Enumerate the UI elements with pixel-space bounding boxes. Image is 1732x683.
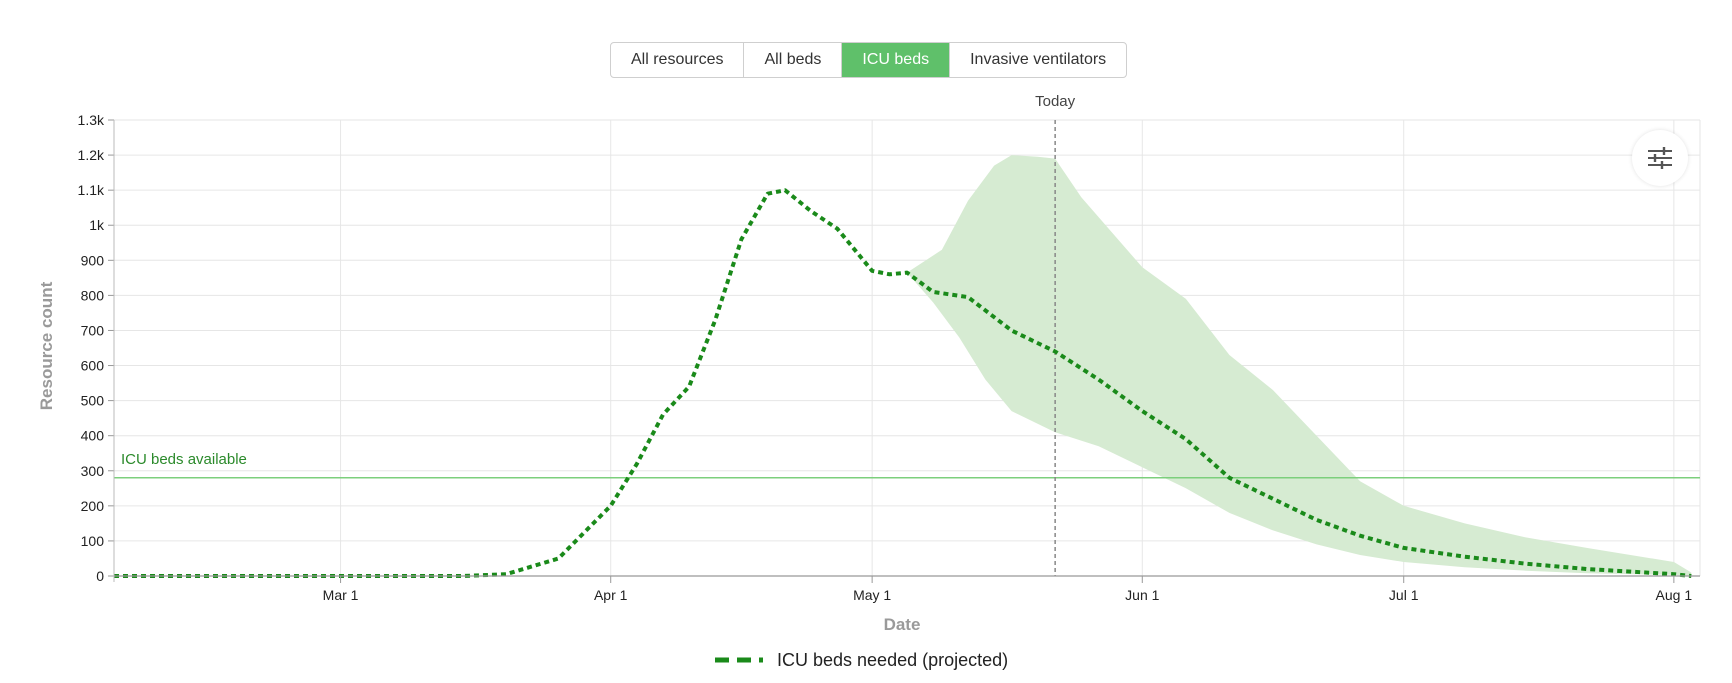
legend-label: ICU beds needed (projected) <box>777 649 1009 670</box>
axes <box>108 119 1700 583</box>
y-tick-label: 700 <box>81 322 105 338</box>
tab-all-resources[interactable]: All resources <box>611 43 745 77</box>
y-tick-label: 300 <box>81 463 105 479</box>
y-tick-label: 500 <box>81 393 105 409</box>
today-label: Today <box>1035 93 1076 110</box>
tab-icu-beds[interactable]: ICU beds <box>842 43 951 77</box>
resource-tabs: All resources All beds ICU beds Invasive… <box>610 42 1128 78</box>
x-tick-label: Jun 1 <box>1125 587 1159 603</box>
tab-invasive-ventilators[interactable]: Invasive ventilators <box>970 51 1107 68</box>
y-tick-label: 1.3k <box>78 112 105 128</box>
x-tick-label: Mar 1 <box>323 587 359 603</box>
capacity-label: ICU beds available <box>121 451 247 468</box>
x-tick-label: Jul 1 <box>1389 587 1419 603</box>
y-tick-label: 0 <box>96 568 104 584</box>
y-tick-label: 1.2k <box>78 147 105 163</box>
x-tick-label: Apr 1 <box>594 587 628 603</box>
y-tick-label: 800 <box>81 287 105 303</box>
y-tick-label: 600 <box>81 358 105 374</box>
chart-settings-button[interactable] <box>1632 130 1688 186</box>
sliders-icon <box>1648 147 1672 169</box>
tick-labels: 0 100 200 300 400 500 600 700 800 900 1k 1.1k 1.2k 1.… <box>78 112 1693 603</box>
y-tick-label: 900 <box>81 252 105 268</box>
tab-all-beds[interactable]: All beds <box>744 43 843 77</box>
x-tick-label: May 1 <box>853 587 891 603</box>
x-tick-label: Aug 1 <box>1656 587 1693 603</box>
legend-item-icu-beds-needed[interactable]: ICU beds needed (projected) <box>715 646 1008 674</box>
y-tick-label: 1k <box>89 217 105 233</box>
y-tick-label: 200 <box>81 498 105 514</box>
y-tick-label: 1.1k <box>78 182 105 198</box>
uncertainty-band <box>907 155 1692 576</box>
legend-dash-swatch <box>715 657 763 663</box>
grid <box>114 119 1701 576</box>
x-axis-title: Date <box>884 615 921 634</box>
y-axis-title: Resource count <box>37 281 56 410</box>
y-tick-label: 400 <box>81 428 105 444</box>
y-tick-label: 100 <box>81 533 105 549</box>
series-line-icu-beds-needed <box>114 188 1692 578</box>
